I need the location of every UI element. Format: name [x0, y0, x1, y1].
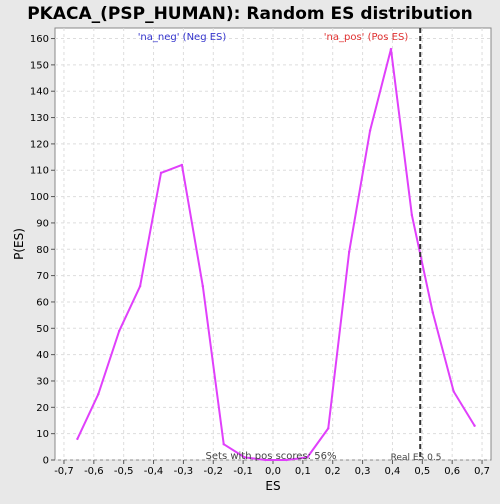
data-point	[201, 284, 205, 288]
y-tick-label: 80	[36, 245, 49, 256]
x-tick-label: 0,7	[474, 466, 490, 477]
data-point	[97, 392, 100, 396]
x-tick-label: -0,4	[144, 466, 164, 477]
y-tick-label: 110	[30, 166, 49, 177]
y-axis-label: P(ES)	[12, 228, 26, 260]
x-tick-label: -0,6	[84, 466, 104, 477]
x-tick-label: 0,5	[414, 466, 430, 477]
x-tick-label: -0,2	[204, 466, 224, 477]
axes: 0 10 20 30 40 50 60 70 80 90 100 110 120 130 140 150 160…	[30, 34, 490, 477]
y-tick-label: 70	[36, 271, 49, 282]
y-tick-label: 140	[30, 87, 49, 98]
sets-pos-scores-label: Sets with pos scores: 56%	[206, 451, 337, 462]
data-point	[368, 129, 372, 132]
y-tick-label: 30	[36, 376, 49, 387]
y-tick-label: 60	[36, 297, 49, 308]
data-point	[285, 458, 288, 462]
data-point	[180, 163, 184, 167]
x-tick-label: 0,2	[325, 466, 341, 477]
y-tick-label: 90	[36, 218, 49, 229]
y-tick-label: 0	[43, 456, 49, 467]
data-point	[159, 171, 163, 175]
x-tick-label: 0,4	[384, 466, 400, 477]
y-tick-label: 20	[36, 403, 49, 414]
x-tick-label: -0,3	[174, 466, 194, 477]
data-point	[243, 456, 246, 459]
grid	[55, 28, 491, 461]
data-point	[138, 284, 142, 288]
x-tick-label: -0,5	[114, 466, 134, 477]
x-tick-label: 0,1	[295, 466, 311, 477]
y-tick-label: 40	[36, 350, 49, 361]
data-point	[389, 47, 393, 51]
data-point	[118, 329, 121, 333]
y-tick-label: 100	[30, 192, 49, 203]
data-point	[410, 213, 414, 217]
x-axis-label: ES	[265, 479, 280, 493]
data-point	[452, 390, 455, 393]
y-tick-label: 130	[30, 113, 49, 124]
data-point	[327, 427, 330, 430]
pos-es-label: 'na_pos' (Pos ES)	[324, 32, 409, 43]
series-line	[76, 48, 476, 461]
data-point	[306, 456, 309, 459]
chart-title: PKACA_(PSP_HUMAN): Random ES distributio…	[27, 4, 473, 24]
data-point	[76, 437, 79, 441]
x-tick-label: 0,0	[265, 466, 281, 477]
y-tick-label: 120	[30, 139, 49, 150]
x-tick-label: -0,7	[54, 466, 74, 477]
y-tick-label: 150	[30, 60, 49, 71]
data-point	[264, 458, 267, 462]
y-tick-label: 160	[30, 34, 49, 45]
y-tick-label: 10	[36, 429, 49, 440]
real-es-label: Real ES 0.5	[391, 453, 442, 463]
data-point	[222, 442, 225, 446]
data-point	[473, 424, 476, 427]
data-point	[431, 311, 434, 314]
y-tick-label: 50	[36, 324, 49, 335]
data-point	[347, 250, 351, 254]
neg-es-label: 'na_neg' (Neg ES)	[138, 32, 227, 43]
x-tick-label: -0,1	[233, 466, 253, 477]
x-tick-label: 0,3	[355, 466, 371, 477]
series-group	[76, 47, 476, 462]
x-tick-label: 0,6	[444, 466, 460, 477]
